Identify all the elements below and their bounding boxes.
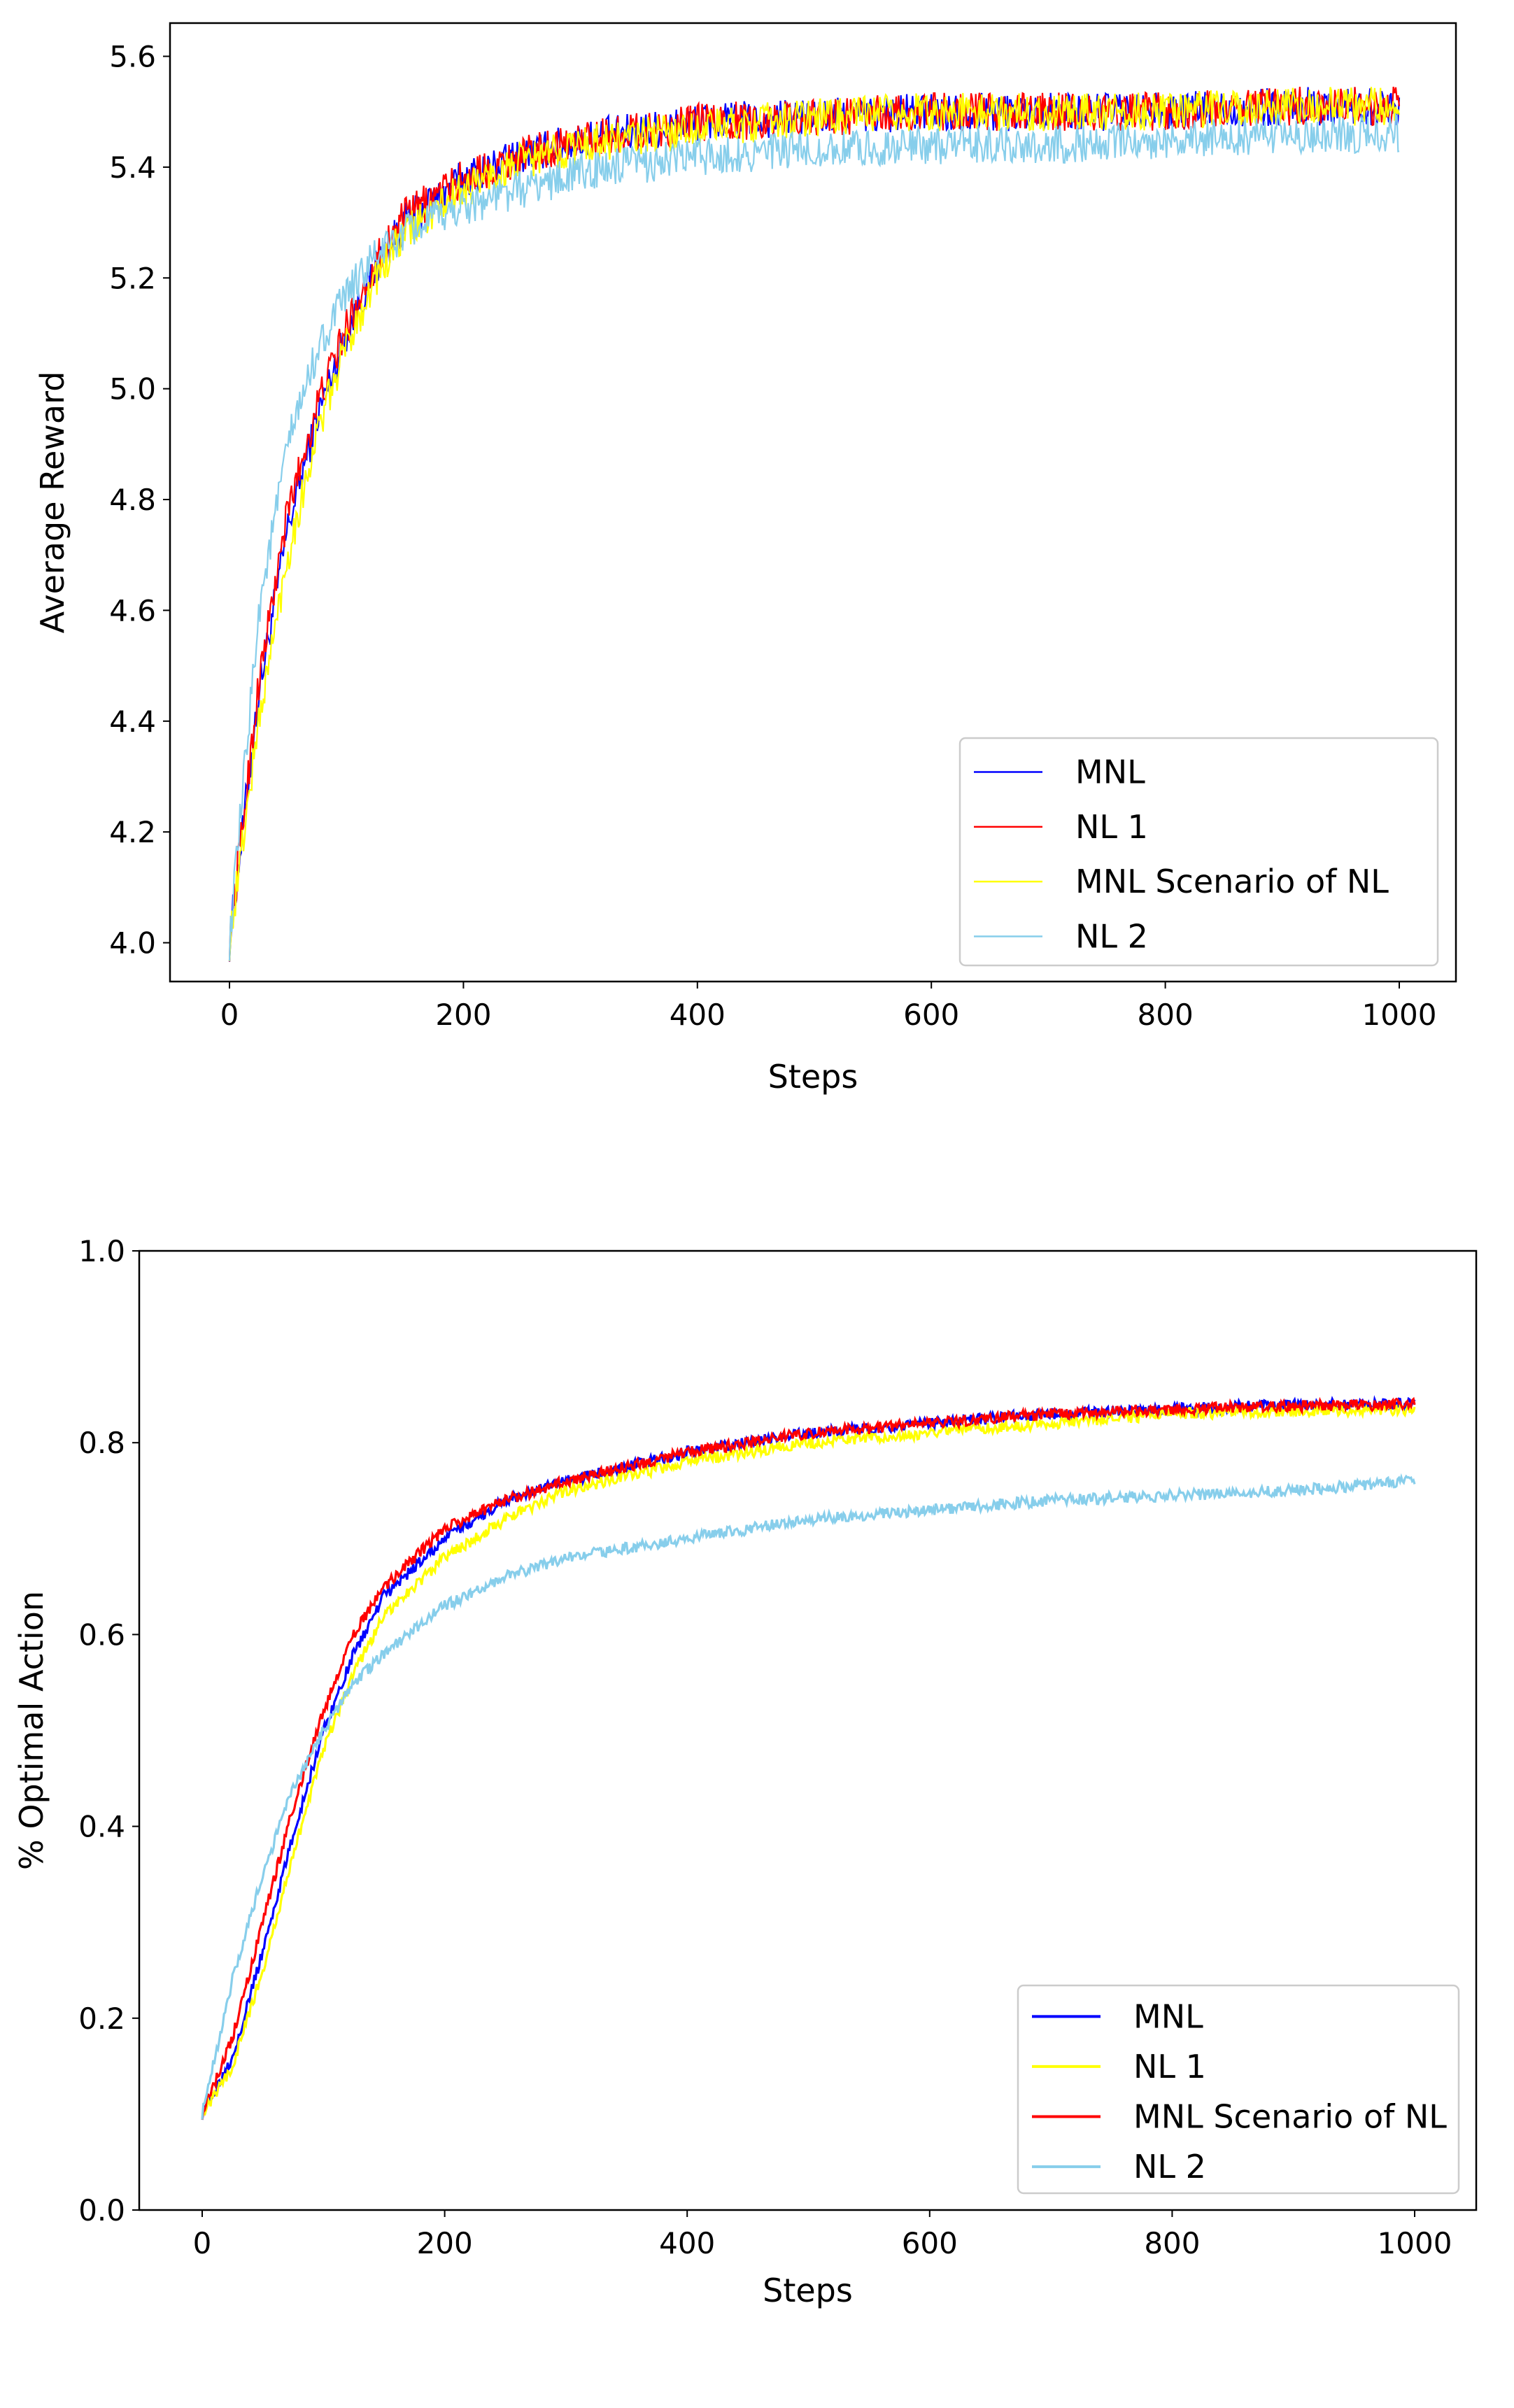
y-tick-label: 0.0 (78, 2193, 125, 2228)
legend-box (1017, 1984, 1460, 2195)
y-tick-label: 0.2 (78, 2002, 125, 2036)
y-axis-label: Average Reward (34, 371, 71, 634)
legend-label: MNL (1133, 1997, 1203, 2035)
axes-frame (138, 1249, 1478, 2211)
x-tick-label: 600 (902, 2226, 958, 2260)
legend-label: MNL (1075, 753, 1145, 791)
y-tick-label: 4.2 (109, 815, 156, 849)
series-line-nl-2 (201, 1473, 1416, 2120)
x-tick-label: 400 (670, 998, 726, 1032)
y-tick-label: 4.0 (109, 926, 156, 961)
y-tick-label: 4.6 (109, 593, 156, 628)
y-tick-label: 5.0 (109, 372, 156, 406)
legend-label: NL 2 (1075, 917, 1148, 955)
x-axis-label: Steps (768, 1058, 858, 1096)
y-tick-label: 4.8 (109, 483, 156, 517)
y-tick-label: 4.4 (109, 704, 156, 739)
x-tick-label: 1000 (1378, 2226, 1452, 2260)
y-tick-label: 5.2 (109, 261, 156, 295)
optimal-action-chart: 0 200 400 600 800 1000 0.0 0.2 0.4 0.6 0.8 1.0 Steps… (13, 1234, 1478, 2309)
series-group (201, 1395, 1416, 2120)
legend: MNL NL 1 MNL Scenario of NL NL 2 (1017, 1984, 1460, 2195)
x-tick-label: 800 (1144, 2226, 1200, 2260)
series-line-nl-2 (228, 112, 1400, 961)
series-group (228, 86, 1401, 962)
x-tick-label: 200 (417, 2226, 473, 2260)
series-line-mnl-scenario-of-nl (201, 1396, 1416, 2120)
x-tick-label: 0 (220, 998, 239, 1032)
axes-frame (169, 22, 1457, 983)
y-tick-label: 0.4 (78, 1810, 125, 1844)
x-axis-label: Steps (763, 2272, 853, 2309)
y-tick-label: 5.6 (109, 40, 156, 74)
series-line-mnl (201, 1395, 1416, 2120)
legend-label: MNL Scenario of NL (1075, 863, 1389, 900)
legend: MNL NL 1 MNL Scenario of NL NL 2 (958, 737, 1439, 967)
x-tick-label: 400 (659, 2226, 715, 2260)
x-tick-label: 800 (1138, 998, 1194, 1032)
x-tick-label: 600 (903, 998, 959, 1032)
series-line-nl-1 (201, 1401, 1416, 2120)
legend-label: NL 1 (1075, 808, 1148, 846)
y-tick-label: 0.8 (78, 1426, 125, 1460)
average-reward-chart: 0 200 400 600 800 1000 4.0 4.2 4.4 4.6 4.8 5.0 5.2 5.… (34, 22, 1457, 1096)
legend-box (958, 737, 1439, 967)
x-tick-label: 200 (435, 998, 491, 1032)
x-tick-label: 1000 (1362, 998, 1437, 1032)
y-tick-label: 5.4 (109, 150, 156, 185)
y-axis-label: % Optimal Action (13, 1591, 50, 1870)
y-tick-label: 1.0 (78, 1234, 125, 1268)
series-line-mnl-scenario-of-nl (228, 87, 1401, 961)
legend-label: NL 1 (1133, 2048, 1206, 2085)
y-tick-label: 0.6 (78, 1617, 125, 1652)
x-tick-label: 0 (193, 2226, 212, 2260)
legend-label: NL 2 (1133, 2148, 1206, 2186)
legend-label: MNL Scenario of NL (1133, 2098, 1447, 2136)
